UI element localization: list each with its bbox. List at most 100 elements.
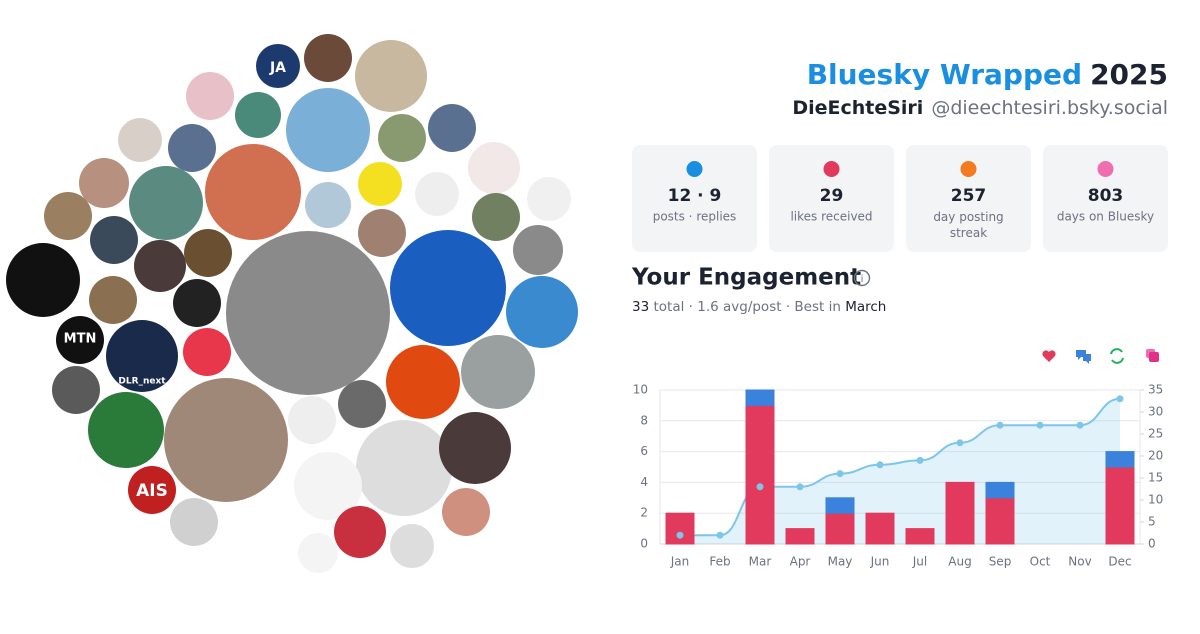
avatar[interactable]	[256, 44, 300, 88]
avatar[interactable]	[6, 243, 80, 317]
avatar[interactable]	[88, 392, 164, 468]
bar-segment	[985, 481, 1015, 499]
line-point	[876, 461, 884, 469]
avatar[interactable]	[56, 316, 104, 364]
avatar[interactable]	[79, 158, 129, 208]
legend-likes[interactable]	[1042, 350, 1056, 362]
avatar[interactable]	[89, 276, 137, 324]
stat-card	[632, 145, 757, 252]
stat-value: 12 · 9	[668, 186, 722, 206]
avatar[interactable]	[338, 380, 386, 428]
avatar[interactable]	[235, 92, 281, 138]
engagement-chart: 0 2 4 6 8 10 0 5 10 15 20 25 30 35 Jan Feb Mar Apr May Jun J…	[633, 383, 1164, 569]
bar-segment	[985, 497, 1015, 545]
avatar[interactable]	[527, 177, 571, 221]
line-point	[796, 483, 804, 491]
avatar[interactable]	[472, 193, 520, 241]
avatar[interactable]	[294, 452, 362, 520]
x-tick-label: Sep	[989, 555, 1012, 569]
title-text: Bluesky Wrapped	[807, 58, 1082, 91]
stat-value: 803	[1088, 186, 1124, 206]
stat-icon	[1097, 161, 1114, 177]
avatar[interactable]	[506, 276, 578, 348]
avatar[interactable]	[52, 366, 100, 414]
avatar[interactable]	[129, 166, 203, 240]
x-tick-label: Mar	[749, 555, 772, 569]
avatar[interactable]	[183, 328, 231, 376]
y2-tick-label: 0	[1148, 537, 1156, 551]
avatar[interactable]	[298, 533, 338, 573]
x-tick-label: Apr	[790, 555, 811, 569]
legend-replies[interactable]	[1076, 350, 1091, 364]
avatar[interactable]	[442, 488, 490, 536]
avatar[interactable]	[378, 114, 426, 162]
line-point	[1076, 421, 1084, 429]
stat-value: 29	[820, 186, 844, 206]
avatar[interactable]	[355, 40, 427, 112]
avatar-label: JA	[269, 60, 286, 76]
avatar[interactable]	[358, 209, 406, 257]
avatar[interactable]	[90, 216, 138, 264]
stat-icon	[686, 161, 703, 177]
avatar[interactable]	[390, 524, 434, 568]
avatar[interactable]	[386, 345, 460, 419]
stat-card	[769, 145, 894, 252]
avatar[interactable]	[305, 182, 351, 228]
info-icon[interactable]	[853, 269, 871, 287]
avatar[interactable]	[286, 88, 370, 172]
stat-icon	[823, 161, 840, 177]
line-point	[1036, 421, 1044, 429]
y2-tick-label: 10	[1148, 493, 1163, 507]
avatar[interactable]	[415, 172, 459, 216]
line-point	[956, 439, 964, 447]
bar-segment	[945, 481, 975, 545]
bar-segment	[825, 512, 855, 545]
avatar[interactable]	[288, 396, 336, 444]
avatar[interactable]	[468, 142, 520, 194]
y-tick-label: 2	[640, 506, 648, 520]
legend-reposts[interactable]	[1110, 348, 1124, 364]
section-title: Your Engagement	[631, 265, 861, 291]
avatar[interactable]	[334, 506, 386, 558]
stat-label-line: day posting	[933, 210, 1003, 224]
legend	[1042, 348, 1159, 364]
summary-text: total · 1.6 avg/post · Best in	[653, 299, 840, 315]
stat-label-line: streak	[950, 226, 987, 240]
avatar[interactable]	[184, 229, 232, 277]
avatar[interactable]	[134, 240, 186, 292]
avatar[interactable]	[226, 231, 390, 395]
avatar[interactable]	[186, 72, 234, 120]
avatar[interactable]	[205, 144, 301, 240]
avatar[interactable]	[173, 279, 221, 327]
avatar[interactable]	[44, 192, 92, 240]
avatar[interactable]	[513, 225, 563, 275]
avatar[interactable]	[304, 34, 352, 82]
avatar[interactable]	[390, 230, 506, 346]
line-point	[676, 531, 684, 539]
stat-card	[906, 145, 1031, 252]
bar-segment	[745, 389, 775, 406]
x-tick-label: Dec	[1108, 555, 1131, 569]
avatar[interactable]	[106, 320, 178, 392]
avatar[interactable]	[461, 335, 535, 409]
avatar[interactable]	[439, 412, 511, 484]
bar-segment	[1105, 466, 1135, 545]
avatar-label: MTN	[64, 332, 97, 347]
avatar[interactable]	[128, 466, 176, 514]
avatar[interactable]	[170, 498, 218, 546]
avatar[interactable]	[164, 378, 288, 502]
avatar[interactable]	[428, 104, 476, 152]
x-tick-label: Jun	[870, 555, 890, 569]
avatar[interactable]	[118, 118, 162, 162]
bar-segment	[825, 497, 855, 514]
y-tick-label: 8	[640, 413, 648, 427]
stat-icon	[960, 161, 977, 177]
avatar[interactable]	[356, 420, 452, 516]
avatar-cloud: JA MTN DLR_next AIS	[6, 34, 578, 573]
stat-label: day posting streak	[933, 210, 1003, 240]
bar-segment	[1105, 451, 1135, 468]
line-point	[716, 531, 724, 539]
avatar[interactable]	[168, 124, 216, 172]
y-tick-label: 6	[640, 444, 648, 458]
avatar[interactable]	[358, 162, 402, 206]
